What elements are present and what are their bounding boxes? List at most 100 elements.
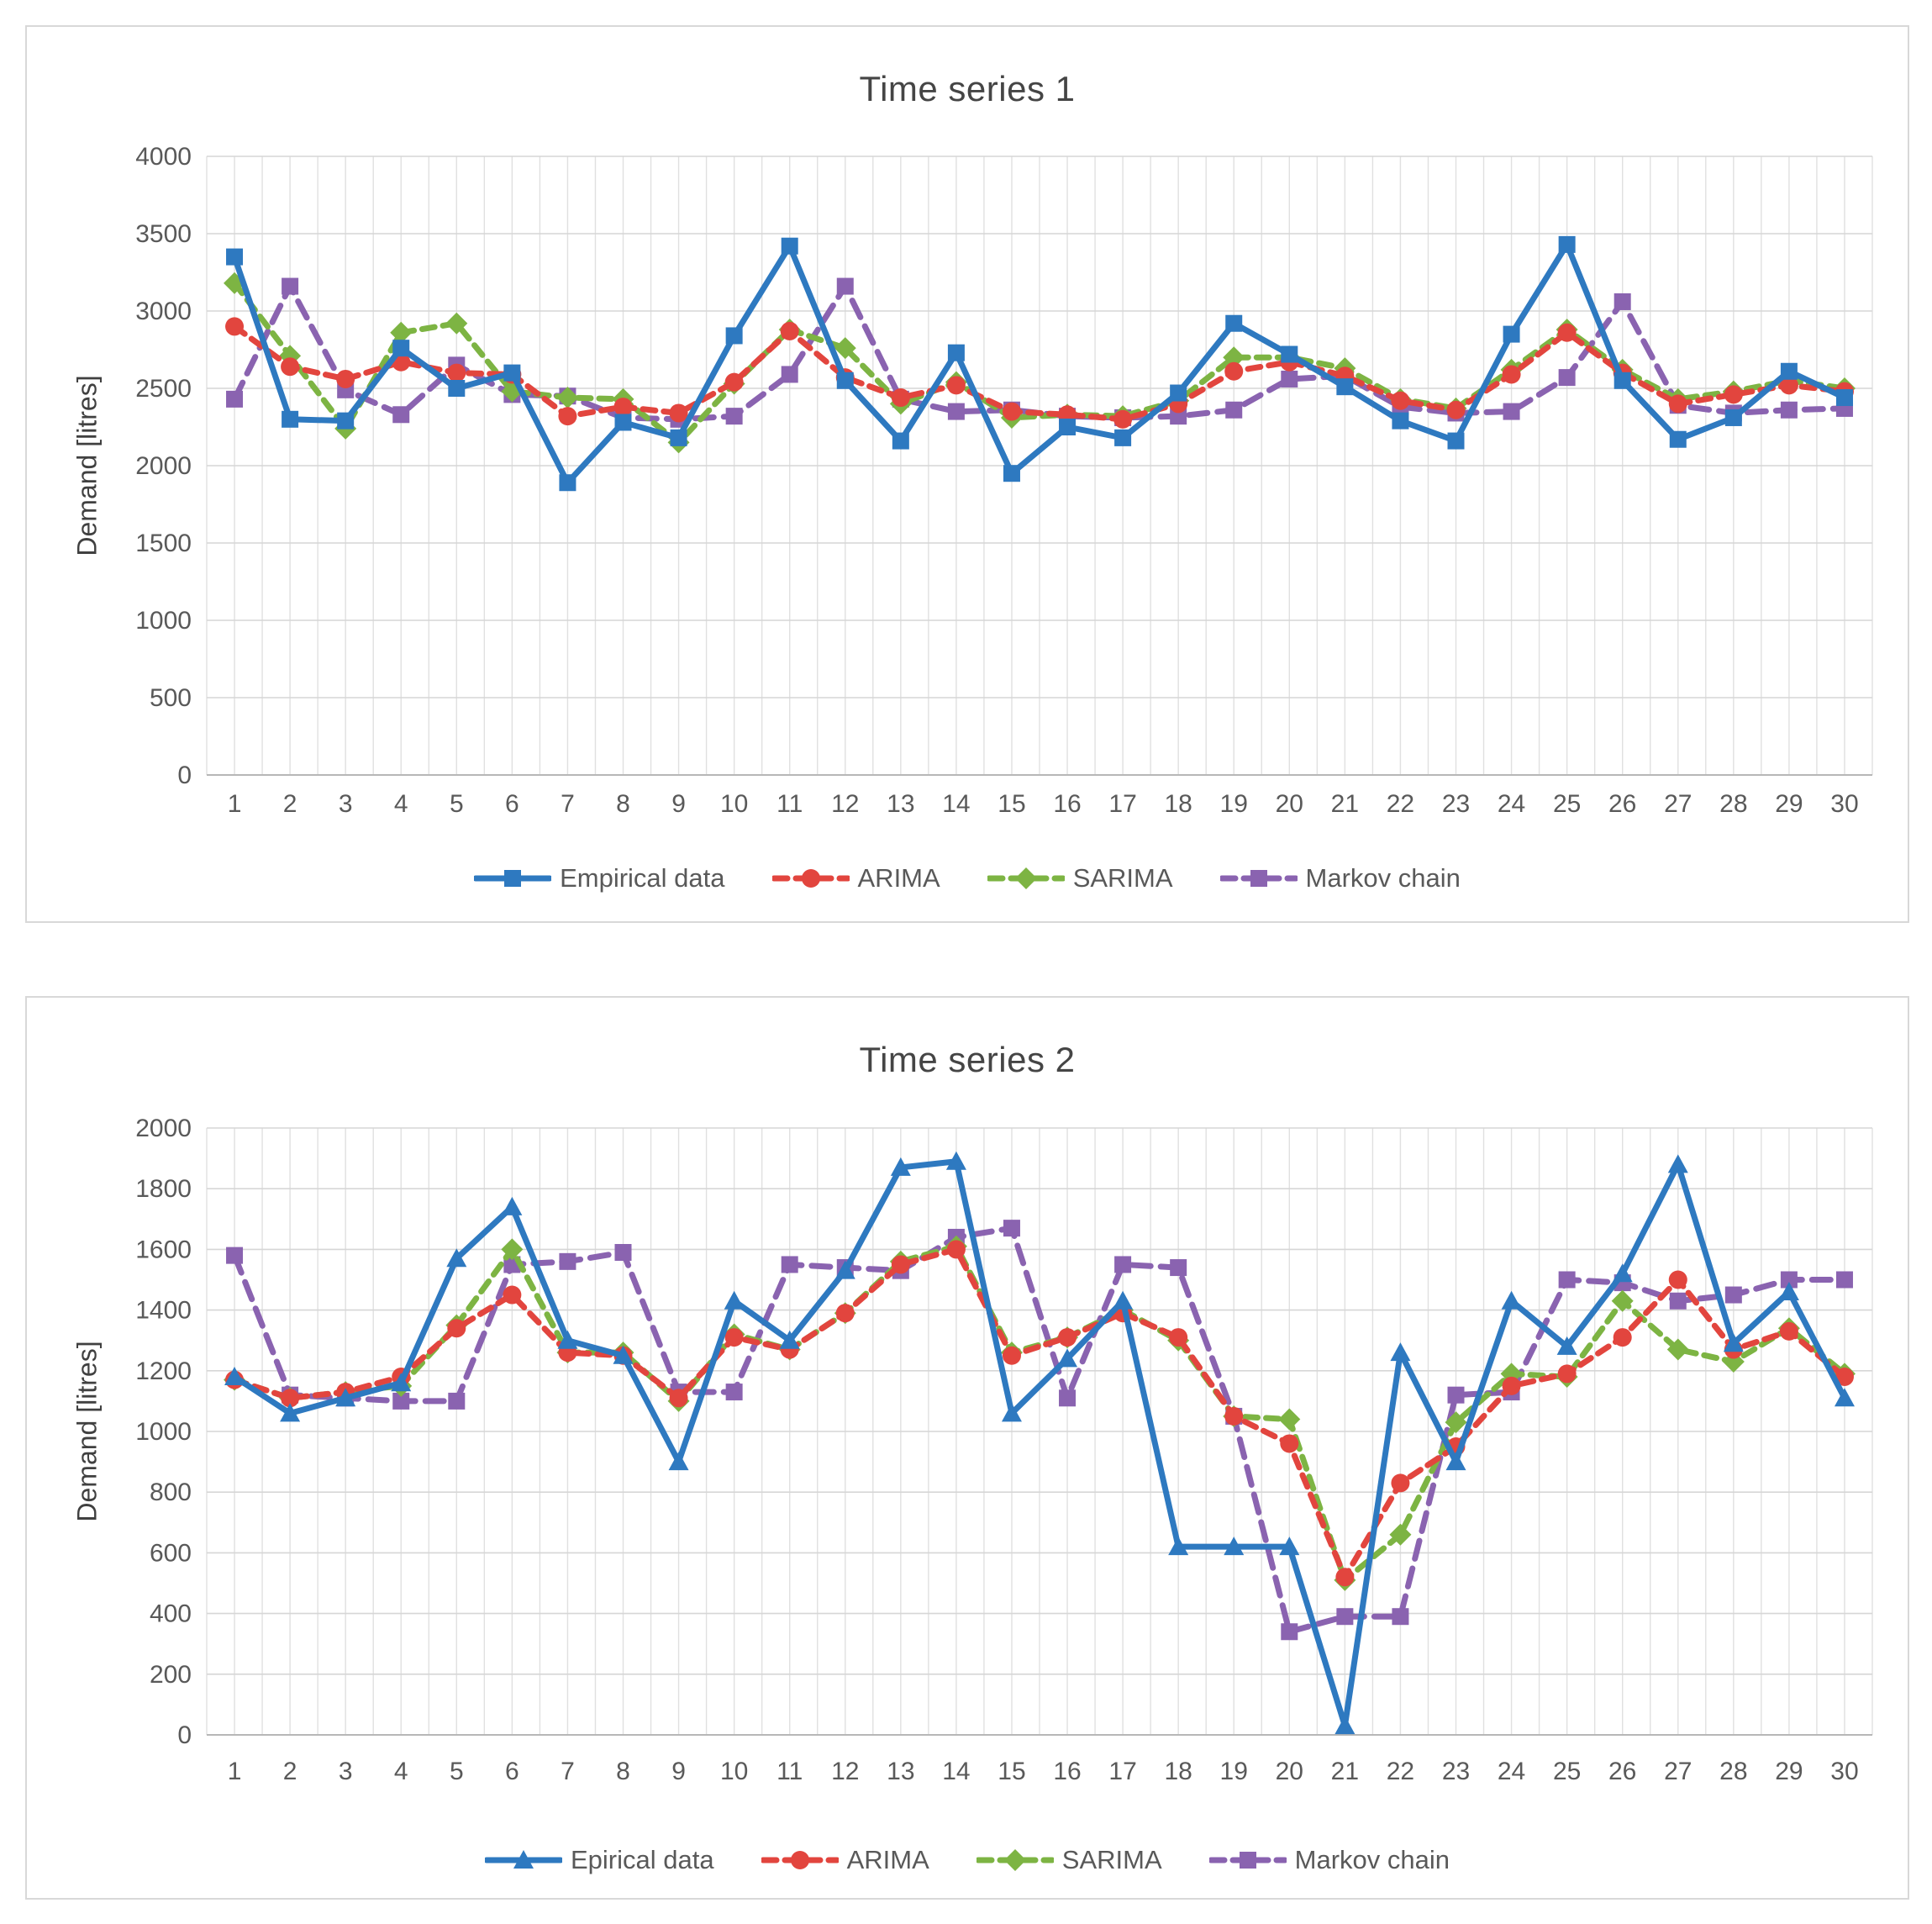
legend-item-markov-chain: Markov chain bbox=[1219, 863, 1461, 893]
series-epirical-data bbox=[224, 1151, 1855, 1735]
legend-item-empirical-data: Empirical data bbox=[474, 863, 725, 893]
svg-text:17: 17 bbox=[1108, 1758, 1136, 1785]
svg-text:3: 3 bbox=[339, 1758, 353, 1785]
legend-marker-diamond-icon bbox=[976, 1849, 1054, 1871]
svg-text:19: 19 bbox=[1220, 790, 1248, 818]
legend-item-sarima: SARIMA bbox=[976, 1845, 1162, 1875]
time-series-2-panel: Time series 2 Demand [litres] 0 200 400 600… bbox=[25, 996, 1909, 1900]
svg-text:4: 4 bbox=[394, 1758, 408, 1785]
svg-text:500: 500 bbox=[150, 684, 192, 712]
svg-text:18: 18 bbox=[1164, 1758, 1192, 1785]
svg-text:800: 800 bbox=[150, 1479, 192, 1506]
legend-label: ARIMA bbox=[846, 1845, 929, 1874]
svg-text:1500: 1500 bbox=[135, 530, 192, 557]
svg-text:1400: 1400 bbox=[135, 1297, 192, 1325]
svg-text:13: 13 bbox=[887, 790, 914, 818]
svg-text:24: 24 bbox=[1498, 790, 1525, 818]
chart-title-2: Time series 2 bbox=[859, 1040, 1076, 1079]
svg-text:3000: 3000 bbox=[135, 298, 192, 325]
svg-text:14: 14 bbox=[942, 1758, 970, 1785]
legend-label: Markov chain bbox=[1294, 1845, 1450, 1874]
svg-text:28: 28 bbox=[1719, 790, 1747, 818]
legend-item-arima: ARIMA bbox=[761, 1845, 929, 1875]
svg-text:14: 14 bbox=[942, 790, 970, 818]
legend-1: Empirical data ARIMA SARIMA Markov chain bbox=[27, 863, 1908, 893]
svg-text:1: 1 bbox=[228, 790, 242, 818]
svg-text:13: 13 bbox=[887, 1758, 914, 1785]
x-axis-ticks: 1 2 3 4 5 6 7 8 9 10 11 12 13 14 15 16 17 18 19 20 21 22 23 24 2… bbox=[228, 790, 1859, 818]
svg-text:11: 11 bbox=[776, 790, 803, 818]
svg-text:1000: 1000 bbox=[135, 1418, 192, 1446]
x-axis-ticks: 1 2 3 4 5 6 7 8 9 10 11 12 13 14 15 16 17 18 19 20 21 22 23 24 2… bbox=[228, 1758, 1859, 1785]
legend-marker-square-icon bbox=[474, 870, 552, 887]
svg-text:20: 20 bbox=[1276, 790, 1303, 818]
svg-text:7: 7 bbox=[561, 1758, 575, 1785]
y-axis-ticks: 0 200 400 600 800 1000 1200 1400 1600 1800 2000 bbox=[135, 1115, 192, 1749]
svg-text:6: 6 bbox=[505, 790, 519, 818]
svg-text:20: 20 bbox=[1276, 1758, 1303, 1785]
legend-label: SARIMA bbox=[1061, 1845, 1162, 1874]
svg-text:15: 15 bbox=[998, 1758, 1025, 1785]
svg-text:25: 25 bbox=[1553, 790, 1581, 818]
svg-text:11: 11 bbox=[776, 1758, 803, 1785]
legend-marker-circle-icon bbox=[771, 869, 850, 888]
svg-text:15: 15 bbox=[998, 790, 1025, 818]
legend-label: SARIMA bbox=[1072, 863, 1173, 893]
svg-text:1: 1 bbox=[228, 1758, 242, 1785]
svg-text:12: 12 bbox=[831, 1758, 859, 1785]
svg-text:30: 30 bbox=[1830, 1758, 1858, 1785]
svg-text:2: 2 bbox=[283, 790, 297, 818]
svg-text:2500: 2500 bbox=[135, 375, 192, 403]
svg-text:17: 17 bbox=[1108, 790, 1136, 818]
svg-text:26: 26 bbox=[1608, 1758, 1636, 1785]
svg-text:18: 18 bbox=[1164, 790, 1192, 818]
legend-item-markov-chain: Markov chain bbox=[1208, 1845, 1450, 1875]
svg-text:400: 400 bbox=[150, 1600, 192, 1628]
horizontal-gridlines bbox=[207, 1127, 1872, 1736]
svg-text:24: 24 bbox=[1498, 1758, 1525, 1785]
svg-text:2000: 2000 bbox=[135, 1115, 192, 1142]
svg-text:6: 6 bbox=[505, 1758, 519, 1785]
svg-text:21: 21 bbox=[1331, 790, 1359, 818]
legend-item-sarima: SARIMA bbox=[987, 863, 1173, 893]
legend-label: Markov chain bbox=[1305, 863, 1461, 893]
svg-text:30: 30 bbox=[1830, 790, 1858, 818]
svg-text:200: 200 bbox=[150, 1661, 192, 1689]
legend-label: Epirical data bbox=[571, 1845, 714, 1874]
svg-text:22: 22 bbox=[1387, 1758, 1414, 1785]
svg-text:600: 600 bbox=[150, 1539, 192, 1567]
svg-text:1800: 1800 bbox=[135, 1175, 192, 1203]
svg-text:21: 21 bbox=[1331, 1758, 1359, 1785]
svg-text:5: 5 bbox=[450, 790, 464, 818]
time-series-1-panel: Time series 1 Demand [litres] 0 500 1000 15… bbox=[25, 25, 1909, 923]
svg-text:27: 27 bbox=[1664, 1758, 1692, 1785]
svg-text:22: 22 bbox=[1387, 790, 1414, 818]
svg-text:28: 28 bbox=[1719, 1758, 1747, 1785]
horizontal-gridlines bbox=[207, 156, 1872, 776]
legend-item-arima: ARIMA bbox=[771, 863, 940, 893]
series-empirical-data bbox=[226, 235, 1853, 492]
svg-text:4: 4 bbox=[394, 790, 408, 818]
svg-text:9: 9 bbox=[671, 790, 686, 818]
svg-text:25: 25 bbox=[1553, 1758, 1581, 1785]
svg-text:8: 8 bbox=[616, 790, 630, 818]
svg-text:0: 0 bbox=[177, 1721, 192, 1749]
legend-label: ARIMA bbox=[857, 863, 940, 893]
svg-text:3: 3 bbox=[339, 790, 353, 818]
svg-text:27: 27 bbox=[1664, 790, 1692, 818]
chart-title-1: Time series 1 bbox=[859, 69, 1076, 108]
svg-text:23: 23 bbox=[1442, 1758, 1470, 1785]
svg-text:29: 29 bbox=[1775, 1758, 1803, 1785]
svg-text:26: 26 bbox=[1608, 790, 1636, 818]
svg-text:10: 10 bbox=[720, 790, 748, 818]
y-axis-ticks: 0 500 1000 1500 2000 2500 3000 3500 4000 bbox=[135, 143, 192, 789]
legend-item-epirical-data: Epirical data bbox=[485, 1845, 714, 1875]
svg-text:29: 29 bbox=[1775, 790, 1803, 818]
svg-text:2000: 2000 bbox=[135, 452, 192, 480]
svg-text:7: 7 bbox=[561, 790, 575, 818]
legend-label: Empirical data bbox=[560, 863, 725, 893]
legend-marker-diamond-icon bbox=[987, 867, 1065, 889]
legend-marker-square-icon bbox=[1208, 1852, 1287, 1869]
legend-marker-circle-icon bbox=[761, 1851, 839, 1869]
svg-text:1000: 1000 bbox=[135, 607, 192, 635]
